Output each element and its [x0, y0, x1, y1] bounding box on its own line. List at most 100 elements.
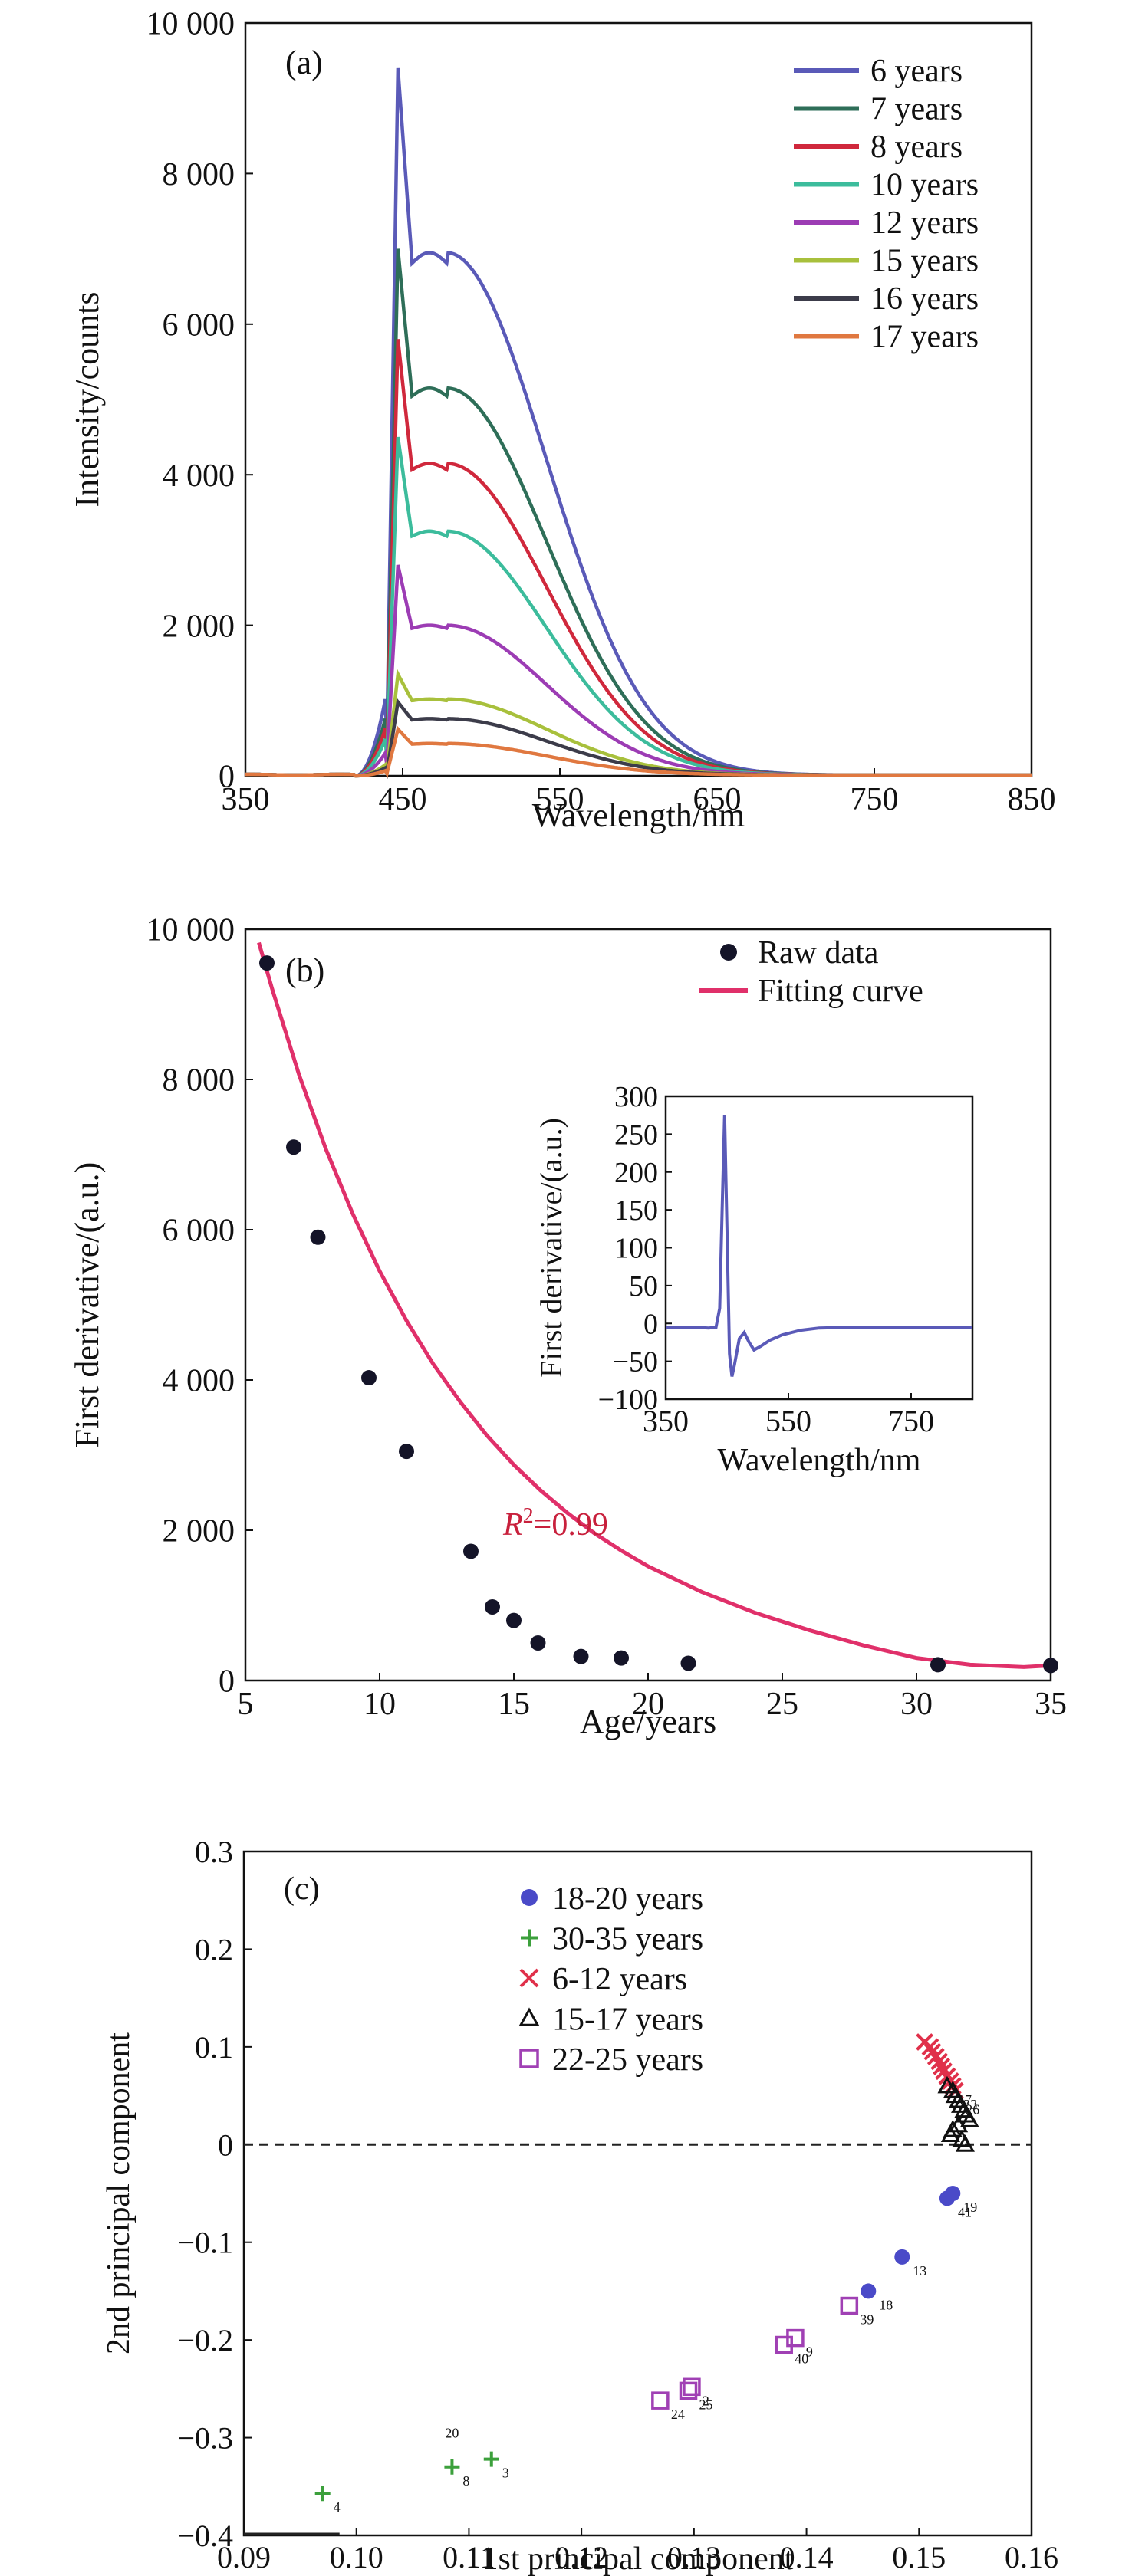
y-axis-label: 2nd principal component [101, 2032, 137, 2354]
series-line [245, 725, 1032, 778]
legend-label: 15-17 years [552, 2003, 703, 2038]
data-point [521, 1889, 538, 1906]
y-tick-label: 6 000 [163, 308, 235, 343]
point-label: 2 [703, 2393, 709, 2408]
data-point [921, 2038, 939, 2056]
r-squared-value: =0.99 [534, 1507, 608, 1543]
panel-label: (a) [285, 44, 323, 81]
legend-label: 15 years [870, 244, 979, 279]
plot-frame [242, 1850, 1033, 2537]
raw-data-point [310, 1229, 326, 1245]
data-point [955, 2134, 975, 2152]
point-label: 20 [445, 2426, 459, 2441]
series-line [245, 564, 1032, 778]
y-tick-label: 10 000 [146, 913, 235, 948]
inset-y-tick-label: 200 [614, 1157, 658, 1189]
data-point [518, 2007, 540, 2026]
x-tick-label: 15 [498, 1687, 530, 1722]
raw-data-point [506, 1612, 522, 1628]
y-tick-label: 0 [219, 1664, 235, 1700]
x-tick-label: 0.09 [217, 2540, 271, 2574]
legend-label: 7 years [870, 92, 963, 127]
r-squared-annotation: R2=0.99 [502, 1504, 608, 1543]
point-label: 19 [963, 2200, 977, 2215]
spectra-chart: 350 450 550 650 750 850 0 2 000 4 000 6 000 8 000 1… [68, 7, 1056, 834]
x-axis-label: 1st principal component [482, 2542, 794, 2576]
y-tick-label: 0 [218, 2128, 233, 2162]
legend-marker [720, 944, 737, 961]
y-tick-label: 0.2 [195, 1932, 233, 1967]
x-tick-label: 0.15 [892, 2540, 946, 2574]
panel-a: 350 450 550 650 750 850 0 2 000 4 000 6 000 8 000 1… [0, 0, 1132, 866]
x-tick-label: 850 [1008, 782, 1056, 817]
y-tick-label: 2 000 [163, 609, 235, 644]
x-tick-label: 35 [1035, 1687, 1067, 1722]
inset-y-tick-label: 300 [614, 1081, 658, 1113]
raw-data-point [286, 1139, 301, 1155]
data-point [786, 2328, 805, 2348]
data-point [519, 1968, 539, 1988]
raw-data-point [485, 1598, 500, 1615]
legend-label: Raw data [758, 935, 879, 971]
x-tick-label: 0.12 [554, 2540, 608, 2574]
inset-x-tick-label: 550 [765, 1404, 811, 1438]
y-tick-label: 0.3 [195, 1835, 233, 1869]
point-label: 39 [860, 2312, 874, 2328]
data-point [959, 2110, 979, 2128]
inset-line [666, 1115, 972, 1377]
x-tick-label: 0.16 [1005, 2540, 1058, 2574]
x-tick-label: 350 [222, 782, 270, 817]
plot-frame [244, 21, 1033, 777]
y-tick-label: −0.4 [177, 2518, 233, 2553]
raw-data-point [530, 1635, 546, 1651]
inset-x-tick-label: 350 [643, 1404, 689, 1438]
y-tick-label: 2 000 [163, 1514, 235, 1549]
y-tick-label: 10 000 [146, 7, 235, 42]
x-tick-label: 5 [238, 1687, 254, 1722]
x-tick-label: 750 [851, 782, 899, 817]
panel-b: 5 10 15 20 25 30 35 0 2 000 4 000 6 000 8 000 10 000… [0, 882, 1132, 1752]
x-tick-label: 0.11 [443, 2540, 495, 2574]
point-label: 26 [966, 2102, 979, 2118]
fitting-curve [257, 941, 1051, 1669]
point-label: 9 [806, 2344, 813, 2360]
y-tick-label: 8 000 [163, 1063, 235, 1099]
raw-data-point [399, 1444, 414, 1460]
point-label: 13 [913, 2263, 926, 2279]
y-tick-label: 8 000 [163, 157, 235, 192]
inset-y-tick-label: −50 [613, 1346, 658, 1378]
x-tick-label: 25 [766, 1687, 798, 1722]
data-point [945, 2186, 961, 2201]
data-point [894, 2249, 910, 2265]
x-tick-label: 30 [900, 1687, 933, 1722]
data-point [651, 2391, 670, 2410]
legend-label: 6 years [870, 54, 963, 89]
point-label: 40 [795, 2351, 808, 2367]
legend-label: 8 years [870, 130, 963, 165]
raw-data-point [680, 1655, 696, 1671]
data-point [521, 1929, 538, 1947]
y-tick-label: 0.1 [195, 2030, 233, 2065]
raw-data-point [463, 1543, 479, 1559]
x-tick-label: 550 [536, 782, 584, 817]
point-label: 24 [671, 2407, 685, 2422]
raw-data-point [930, 1657, 946, 1673]
panel-label: (c) [284, 1871, 320, 1907]
x-tick-label: 650 [693, 782, 742, 817]
y-axis-label: First derivative/(a.u.) [68, 1162, 106, 1448]
raw-data-point [259, 955, 275, 971]
panel-c: 0.09 0.10 0.11 0.12 0.13 0.14 0.15 0.16 −0.4 −0.3… [0, 1767, 1132, 2576]
point-label: 23 [963, 2097, 977, 2112]
point-label: 8 [462, 2473, 469, 2489]
inset-frame [664, 1095, 974, 1401]
data-point [483, 2451, 499, 2467]
raw-data-point [361, 1370, 377, 1386]
y-tick-label: 4 000 [163, 458, 235, 494]
inset-x-tick-label: 750 [888, 1404, 934, 1438]
x-tick-label: 0.14 [780, 2540, 834, 2574]
data-point [679, 2381, 698, 2400]
y-tick-label: −0.1 [177, 2226, 233, 2260]
data-point [314, 2486, 331, 2502]
data-point [933, 2057, 951, 2075]
